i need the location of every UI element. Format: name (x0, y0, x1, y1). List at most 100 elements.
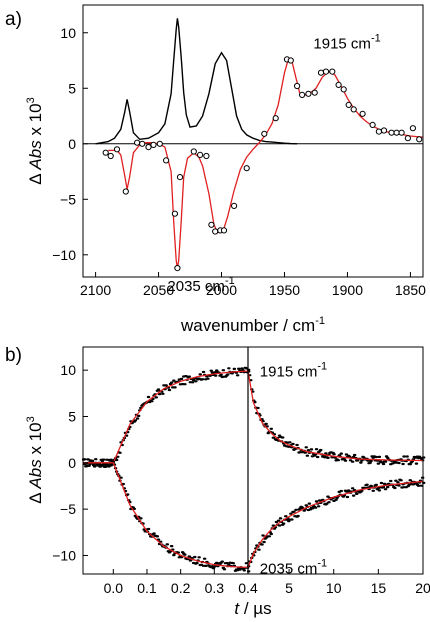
panel-a-ytick-label: −5 (60, 191, 76, 207)
panel-a-data-point (375, 128, 382, 135)
panel-a-data-point (113, 146, 121, 153)
panel-a-data-point (231, 202, 238, 209)
panel-b-xtick-label: 0.2 (171, 580, 191, 596)
panel-b-red-fit-right (247, 480, 424, 568)
panel-a-data-point (322, 68, 330, 75)
panel-a-ytick-label: 10 (60, 25, 76, 41)
panel-a-data-point (163, 157, 170, 164)
panel-a-data-point (380, 127, 388, 134)
panel-b-xtick-label: 0.3 (205, 580, 225, 596)
panel-b-annotation-text: 1915 cm (260, 364, 318, 381)
panel-a-data-point (272, 115, 279, 122)
panel-a-data-point (134, 139, 141, 146)
panel-a-data-point (359, 110, 366, 117)
panel-a-data-point (317, 69, 325, 76)
panel-a-black-trace (95, 18, 298, 145)
panel-a-ytick-label: 0 (68, 136, 76, 152)
panel-a-data-point (171, 210, 178, 217)
panel-a-data-point (145, 144, 152, 151)
panel-a-data-point (122, 188, 129, 195)
panel-a-data-point (305, 90, 312, 97)
panel-a-data-point (102, 149, 109, 156)
panel-b-ytick-label: −5 (60, 501, 76, 517)
panel-a-data-point (409, 125, 416, 132)
panel-a-data-point (261, 130, 268, 137)
panel-b-annotation: 2035 cm-1 (260, 557, 327, 577)
panel-a-ylabel-italic: Abs (26, 140, 45, 171)
panel-a-annotation: 1915 cm-1 (313, 33, 380, 53)
panel-a-ylabel-post: x 10 (26, 103, 45, 140)
panel-a-data-point (174, 265, 181, 272)
panel-b-ytick-label: 5 (68, 408, 76, 424)
panel-b-xtick-label: 5 (285, 580, 293, 596)
panel-a-data-point (393, 129, 400, 136)
panel-b-xtick-label: 0.1 (137, 580, 157, 596)
panel-a-data-point (139, 140, 146, 147)
panel-a-data-point (197, 151, 204, 158)
panel-b-annotation-text: 2035 cm (260, 560, 318, 577)
panel-a-data-point (294, 82, 301, 90)
panel-a-xlabel: wavenumber / cm-1 (180, 315, 325, 335)
panel-b-red-fit-right (247, 370, 424, 462)
panel-b-ylabel-italic: Abs (26, 459, 45, 490)
panel-b-annotation: 1915 cm-1 (260, 361, 327, 381)
panel-a-series (83, 18, 424, 272)
panel-b-ylabel-pre: Δ (26, 489, 45, 504)
panel-a-frame (82, 4, 424, 278)
panel-a-data-point (212, 228, 219, 235)
panel-a-annotation-sup: -1 (225, 275, 235, 287)
panel-a-data-point (107, 152, 114, 160)
panel-b: b) 0.0 0.1 0.2 0.3 0.4 5 10 15 20 −10 −5 0 5 10 1915 … (5, 345, 430, 618)
panel-b-raw-data-1915 (81, 366, 426, 468)
panel-a-data-point (340, 86, 347, 93)
panel-b-xtick-label: 0.0 (104, 580, 124, 596)
panel-a-data-point (208, 221, 215, 228)
panel-a-xtick-label: 2100 (80, 282, 111, 298)
panel-b-xtick-label: 10 (326, 580, 342, 596)
panel-a-red-fit-line (108, 58, 424, 269)
panel-b-xlabel-post: / µs (239, 599, 271, 618)
panel-b-xtick-label: 15 (371, 580, 387, 596)
panel-b-annotation-sup: -1 (317, 361, 327, 373)
panel-a-data-point (190, 148, 197, 155)
panel-a-annotation: 2035 cm-1 (167, 275, 234, 295)
panel-a-ytick-label: −10 (52, 247, 76, 263)
panel-b-xtick-label: 0.4 (238, 580, 258, 596)
panel-a-data-point (176, 174, 184, 181)
panel-a-ytick-label: 5 (68, 80, 76, 96)
panel-a-data-point (416, 136, 423, 143)
panel-b-ylabel-post: x 10 (26, 422, 45, 459)
panel-a-plot-content (83, 18, 424, 272)
panel-a-data-point (287, 57, 294, 64)
panel-b-frame (82, 346, 424, 575)
panel-b-ytick-label: 0 (68, 455, 76, 471)
panel-a-ylabel-pre: Δ (26, 170, 45, 185)
panel-b-series (81, 366, 426, 573)
panel-a-data-point (299, 91, 306, 99)
panel-b-plot-content (81, 366, 426, 573)
panel-a-data-point (203, 152, 210, 160)
panel-a-data-point (311, 89, 318, 96)
panel-a-annotation-sup: -1 (371, 33, 381, 45)
panel-a-data-point (220, 227, 228, 234)
panel-b-annotation-sup: -1 (317, 557, 327, 569)
panel-a-xtick-label: 1900 (332, 282, 363, 298)
panel-b-red-fit-left (83, 462, 249, 569)
panel-a: a) 2100 2050 2000 1950 1900 1850 −10 −5 0 5 10 191… (5, 4, 426, 335)
panel-b-ytick-label: 10 (60, 362, 76, 378)
panel-a-annotation-text: 1915 cm (313, 36, 371, 53)
panel-a-xlabel-text: wavenumber / cm (180, 316, 315, 335)
panel-b-ylabel-sup: 3 (25, 416, 37, 422)
panel-a-data-point (398, 129, 405, 136)
panel-a-data-point (345, 101, 352, 109)
panel-a-data-point (156, 140, 163, 147)
panel-a-xtick-label: 2000 (206, 282, 237, 298)
panel-a-ylabel: Δ Abs x 103 (25, 97, 45, 184)
panel-a-axes: 2100 2050 2000 1950 1900 1850 −10 −5 0 5 10 (52, 25, 426, 298)
panel-a-data-point (369, 121, 376, 129)
panel-a-data-point (388, 129, 395, 136)
panel-a-data-point (335, 81, 342, 89)
panel-a-xtick-label: 2050 (143, 282, 174, 298)
